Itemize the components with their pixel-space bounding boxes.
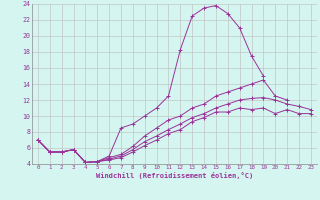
X-axis label: Windchill (Refroidissement éolien,°C): Windchill (Refroidissement éolien,°C) [96, 172, 253, 179]
